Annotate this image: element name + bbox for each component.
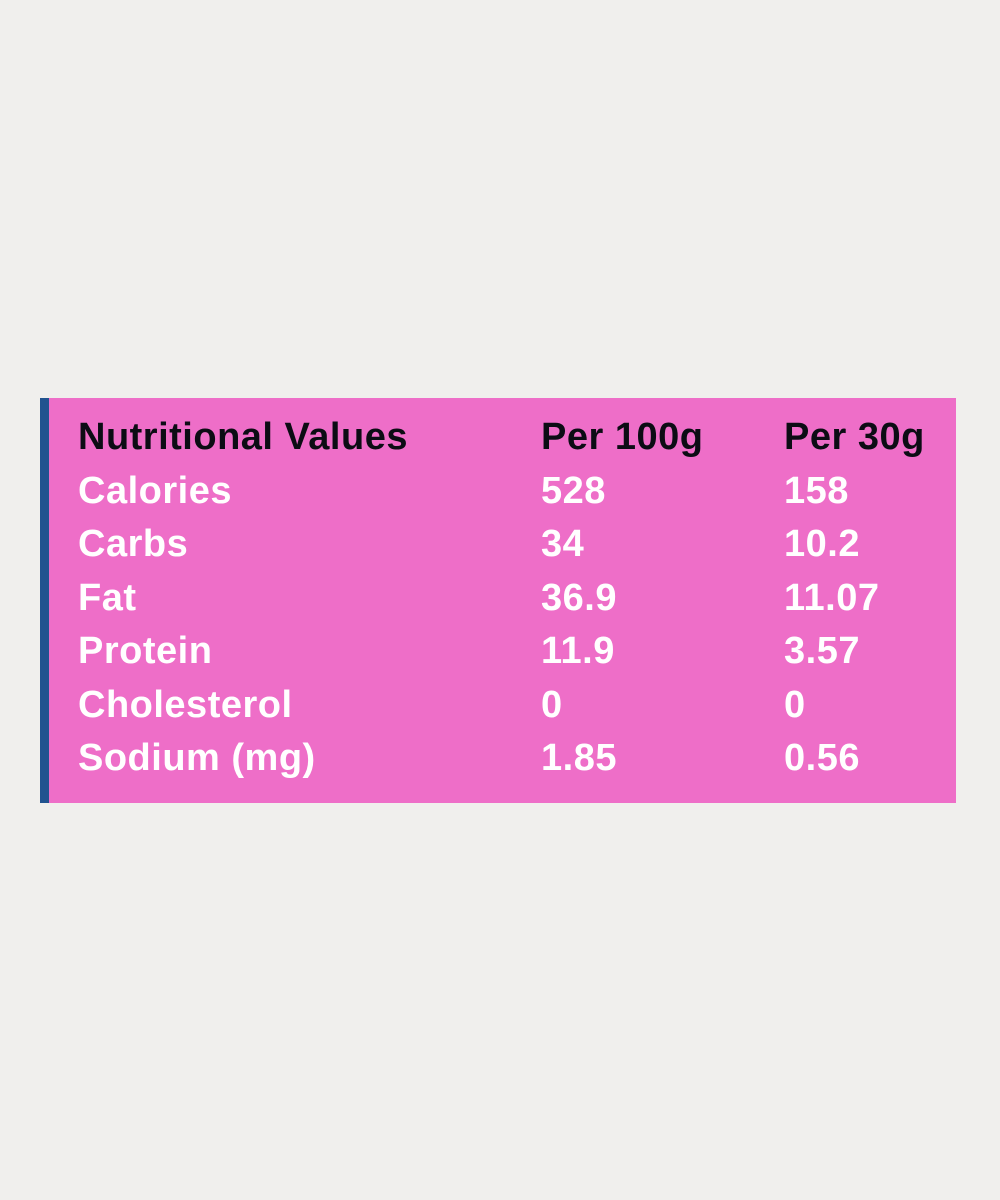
carbs-per-100g-value: 34 xyxy=(541,523,585,566)
table-row: Sodium (mg) 1.85 0.56 xyxy=(78,732,956,786)
table-row: Carbs 34 10.2 xyxy=(78,518,956,572)
fat-per-100g-value: 36.9 xyxy=(541,576,617,619)
nutrition-table: Nutritional Values Per 100g Per 30g Calo… xyxy=(49,398,956,803)
calories-per-100g-value: 528 xyxy=(541,469,606,512)
row-label-carbs: Carbs xyxy=(78,523,189,566)
nutrition-panel: Nutritional Values Per 100g Per 30g Calo… xyxy=(40,398,956,803)
table-header-row: Nutritional Values Per 100g Per 30g xyxy=(78,411,956,465)
table-title: Nutritional Values xyxy=(78,416,408,459)
column-header-per-30g: Per 30g xyxy=(784,416,925,459)
table-row: Protein 11.9 3.57 xyxy=(78,625,956,679)
column-header-per-100g: Per 100g xyxy=(541,416,704,459)
table-row: Calories 528 158 xyxy=(78,465,956,519)
carbs-per-30g-value: 10.2 xyxy=(784,523,860,566)
row-label-cholesterol: Cholesterol xyxy=(78,683,293,726)
table-row: Cholesterol 0 0 xyxy=(78,679,956,733)
row-label-fat: Fat xyxy=(78,576,137,619)
table-row: Fat 36.9 11.07 xyxy=(78,572,956,626)
row-label-calories: Calories xyxy=(78,469,232,512)
calories-per-30g-value: 158 xyxy=(784,469,849,512)
sodium-per-30g-value: 0.56 xyxy=(784,737,860,780)
left-accent-bar xyxy=(40,398,49,803)
fat-per-30g-value: 11.07 xyxy=(784,576,880,619)
sodium-per-100g-value: 1.85 xyxy=(541,737,617,780)
row-label-sodium: Sodium (mg) xyxy=(78,737,316,780)
row-label-protein: Protein xyxy=(78,630,213,673)
cholesterol-per-100g-value: 0 xyxy=(541,683,563,726)
cholesterol-per-30g-value: 0 xyxy=(784,683,806,726)
protein-per-100g-value: 11.9 xyxy=(541,630,615,673)
protein-per-30g-value: 3.57 xyxy=(784,630,860,673)
